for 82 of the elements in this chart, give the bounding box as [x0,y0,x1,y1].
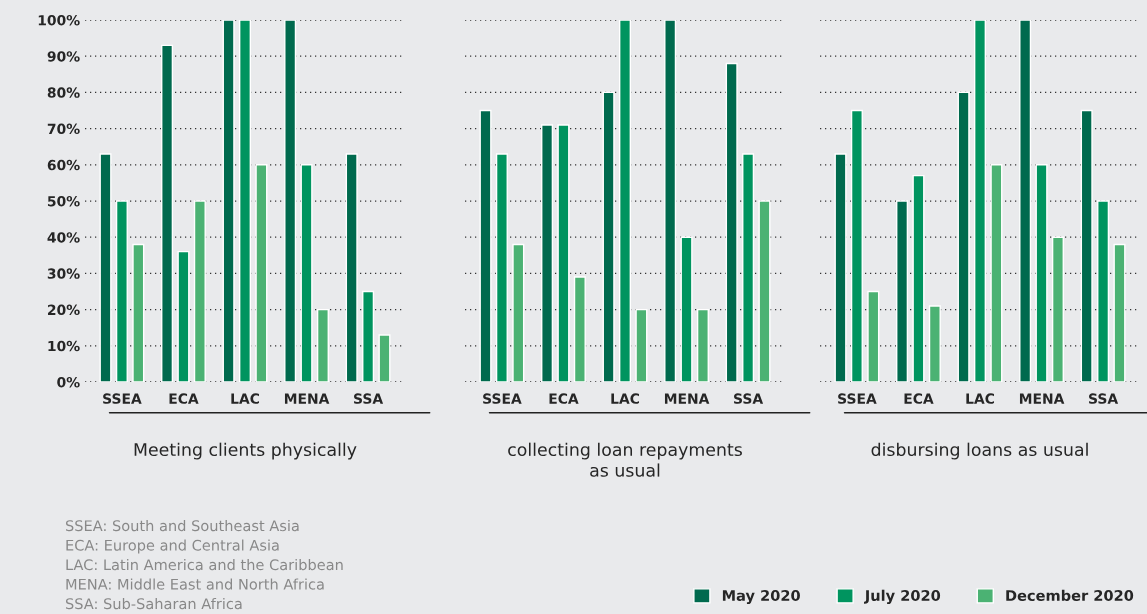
bar [742,153,755,382]
legend-label: July 2020 [864,589,941,604]
x-tick-label: SSEA [103,393,142,404]
y-tick-label: 90% [47,51,80,62]
bar [696,308,709,382]
bar [541,124,554,382]
bar [635,308,648,382]
bar [1035,164,1048,382]
x-axis-title: collecting loan repayments as usual [508,442,742,477]
y-tick-label: 70% [47,123,80,135]
text: MENA: Middle East and North Africa [66,578,324,590]
x-tick-label: SSA [734,393,764,404]
x-tick-label: MENA [664,393,710,404]
bar [725,62,738,382]
bar [990,164,1003,382]
x-tick-label: MENA [1019,393,1065,404]
bar [602,91,615,382]
bar [177,250,190,382]
x-tick-label: SSEA [483,393,522,404]
bar [573,276,586,382]
text: LAC: Latin America and the Caribbean [66,558,343,571]
bar [115,200,128,382]
bar [928,305,941,382]
bar [238,20,252,382]
bar [896,200,909,382]
x-tick-label: ECA [549,393,579,404]
bar [680,236,693,382]
legend-label: May 2020 [722,589,800,604]
y-tick-label: 60% [47,159,80,171]
bar [479,109,492,382]
x-tick-label: LAC [966,393,995,404]
text: ECA: Europe and Central Asia [66,539,279,554]
bar [912,174,925,382]
bar [1019,20,1032,382]
x-tick-label: SSEA [838,393,877,404]
x-tick-label: LAC [611,393,640,404]
y-tick-label: 0% [57,376,80,388]
y-tick-label: 20% [47,304,80,316]
bar [284,20,297,382]
bar [957,91,970,382]
y-tick-label: 40% [47,232,80,243]
bar [1051,236,1064,382]
bar [495,153,508,382]
x-tick-label: SSA [1089,393,1119,404]
bar [345,153,358,382]
y-tick-label: 80% [47,87,80,98]
x-tick-label: MENA [284,393,330,404]
bar [618,20,632,382]
bar [378,334,391,382]
text: SSA: Sub-Saharan Africa [65,597,242,610]
y-tick-label: 100% [38,14,80,26]
y-tick-label: 10% [48,340,80,352]
x-tick-label: ECA [169,393,199,404]
bar [193,200,206,382]
x-tick-label: ECA [904,393,934,404]
bar [132,243,145,382]
bar [255,164,268,382]
x-axis-title: Meeting clients physically [134,442,357,460]
bar [867,290,880,382]
bar [758,200,771,382]
x-tick-label: SSA [354,393,384,404]
bar [834,153,847,382]
bar [1113,243,1126,382]
bar [300,164,313,382]
bar [99,153,112,382]
bar [512,243,525,382]
text: SSEA: South and Southeast Asia [65,519,299,532]
bar [850,109,863,382]
bar [1080,109,1093,382]
bar [222,20,235,382]
bar [557,124,570,382]
bar [664,20,677,382]
y-tick-label: 30% [47,268,80,279]
bar [161,44,174,382]
bar [1097,200,1110,382]
x-axis-title: disbursing loans as usual [871,442,1088,460]
x-tick-label: LAC [231,393,260,404]
bar [316,308,329,382]
bar [362,290,375,382]
y-tick-label: 50% [47,195,80,207]
bar [973,20,987,382]
legend-label: December 2020 [1006,589,1134,602]
